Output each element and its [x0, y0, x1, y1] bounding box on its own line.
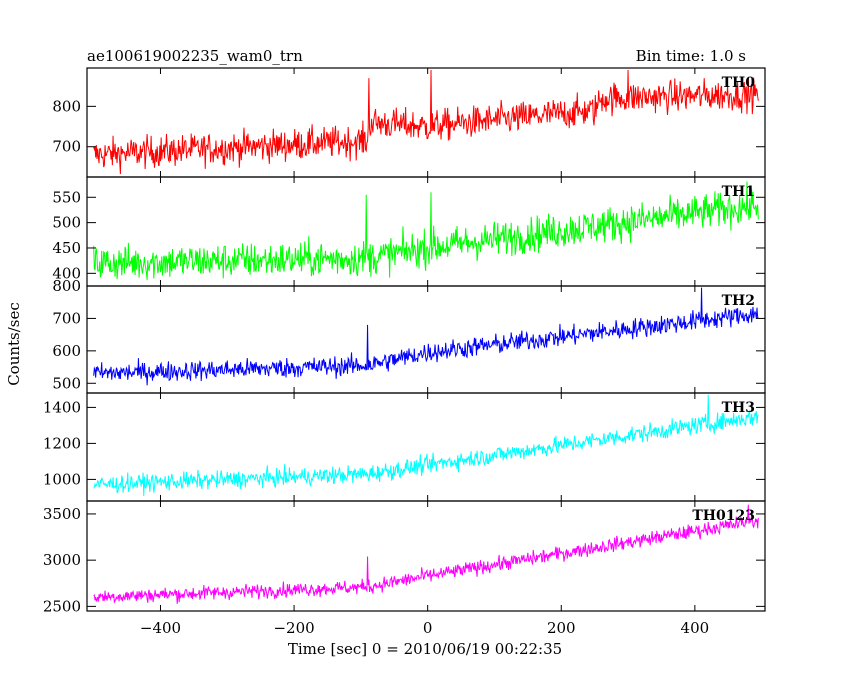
y-tick-label: 450	[52, 239, 81, 257]
x-tick-label: 200	[547, 619, 576, 637]
panel-frame	[86, 285, 766, 394]
panels-group: 700 800 TH0 400 450 500 550 TH1 500 600 700 800 TH2 1…	[43, 67, 766, 637]
panel-frame	[86, 67, 766, 178]
y-tick-label: 1000	[43, 470, 81, 488]
chart-subtitle: Bin time: 1.0 s	[636, 47, 746, 65]
panel-label: TH3	[722, 400, 755, 416]
chart-title: ae100619002235_wam0_trn	[87, 47, 303, 65]
x-tick-label: −200	[273, 619, 314, 637]
y-tick-label: 600	[52, 342, 81, 360]
y-tick-label: 400	[52, 264, 81, 282]
y-tick-label: 1400	[43, 398, 81, 416]
panel-th3: 1000 1200 1400 TH3	[43, 392, 766, 502]
y-tick-label: 800	[52, 97, 81, 115]
series-line-th3	[93, 394, 759, 497]
y-tick-label: 500	[52, 214, 81, 232]
panel-th0123: 2500 3000 3500 TH0123	[43, 500, 766, 615]
panel-label: TH2	[722, 293, 755, 309]
panel-label: TH0	[722, 75, 756, 91]
series-line-th0	[93, 70, 759, 175]
series-line-th0123	[93, 504, 759, 604]
y-tick-label: 800	[52, 277, 81, 295]
y-tick-label: 500	[52, 374, 81, 392]
y-tick-label: 550	[52, 188, 81, 206]
y-tick-label: 3000	[43, 551, 81, 569]
panel-label: TH1	[722, 184, 755, 200]
y-tick-label: 700	[52, 309, 81, 327]
panel-frame	[86, 392, 766, 502]
y-tick-label: 1200	[43, 434, 81, 452]
panel-label: TH0123	[692, 508, 755, 524]
panel-frame	[86, 500, 766, 612]
panel-th0: 700 800 TH0	[52, 67, 766, 178]
y-tick-label: 2500	[43, 597, 81, 615]
x-axis-label: Time [sec] 0 = 2010/06/19 00:22:35	[288, 640, 562, 658]
x-tick-label: 0	[423, 619, 433, 637]
panel-th1: 400 450 500 550 TH1	[52, 176, 766, 287]
series-line-th1	[93, 181, 759, 280]
x-tick-label: 400	[681, 619, 710, 637]
panel-th2: 500 600 700 800 TH2	[52, 277, 766, 394]
y-tick-label: 3500	[43, 505, 81, 523]
series-line-th2	[93, 287, 759, 386]
x-tick-label: −400	[140, 619, 181, 637]
y-axis-label: Counts/sec	[5, 302, 23, 386]
y-tick-label: 700	[52, 138, 81, 156]
